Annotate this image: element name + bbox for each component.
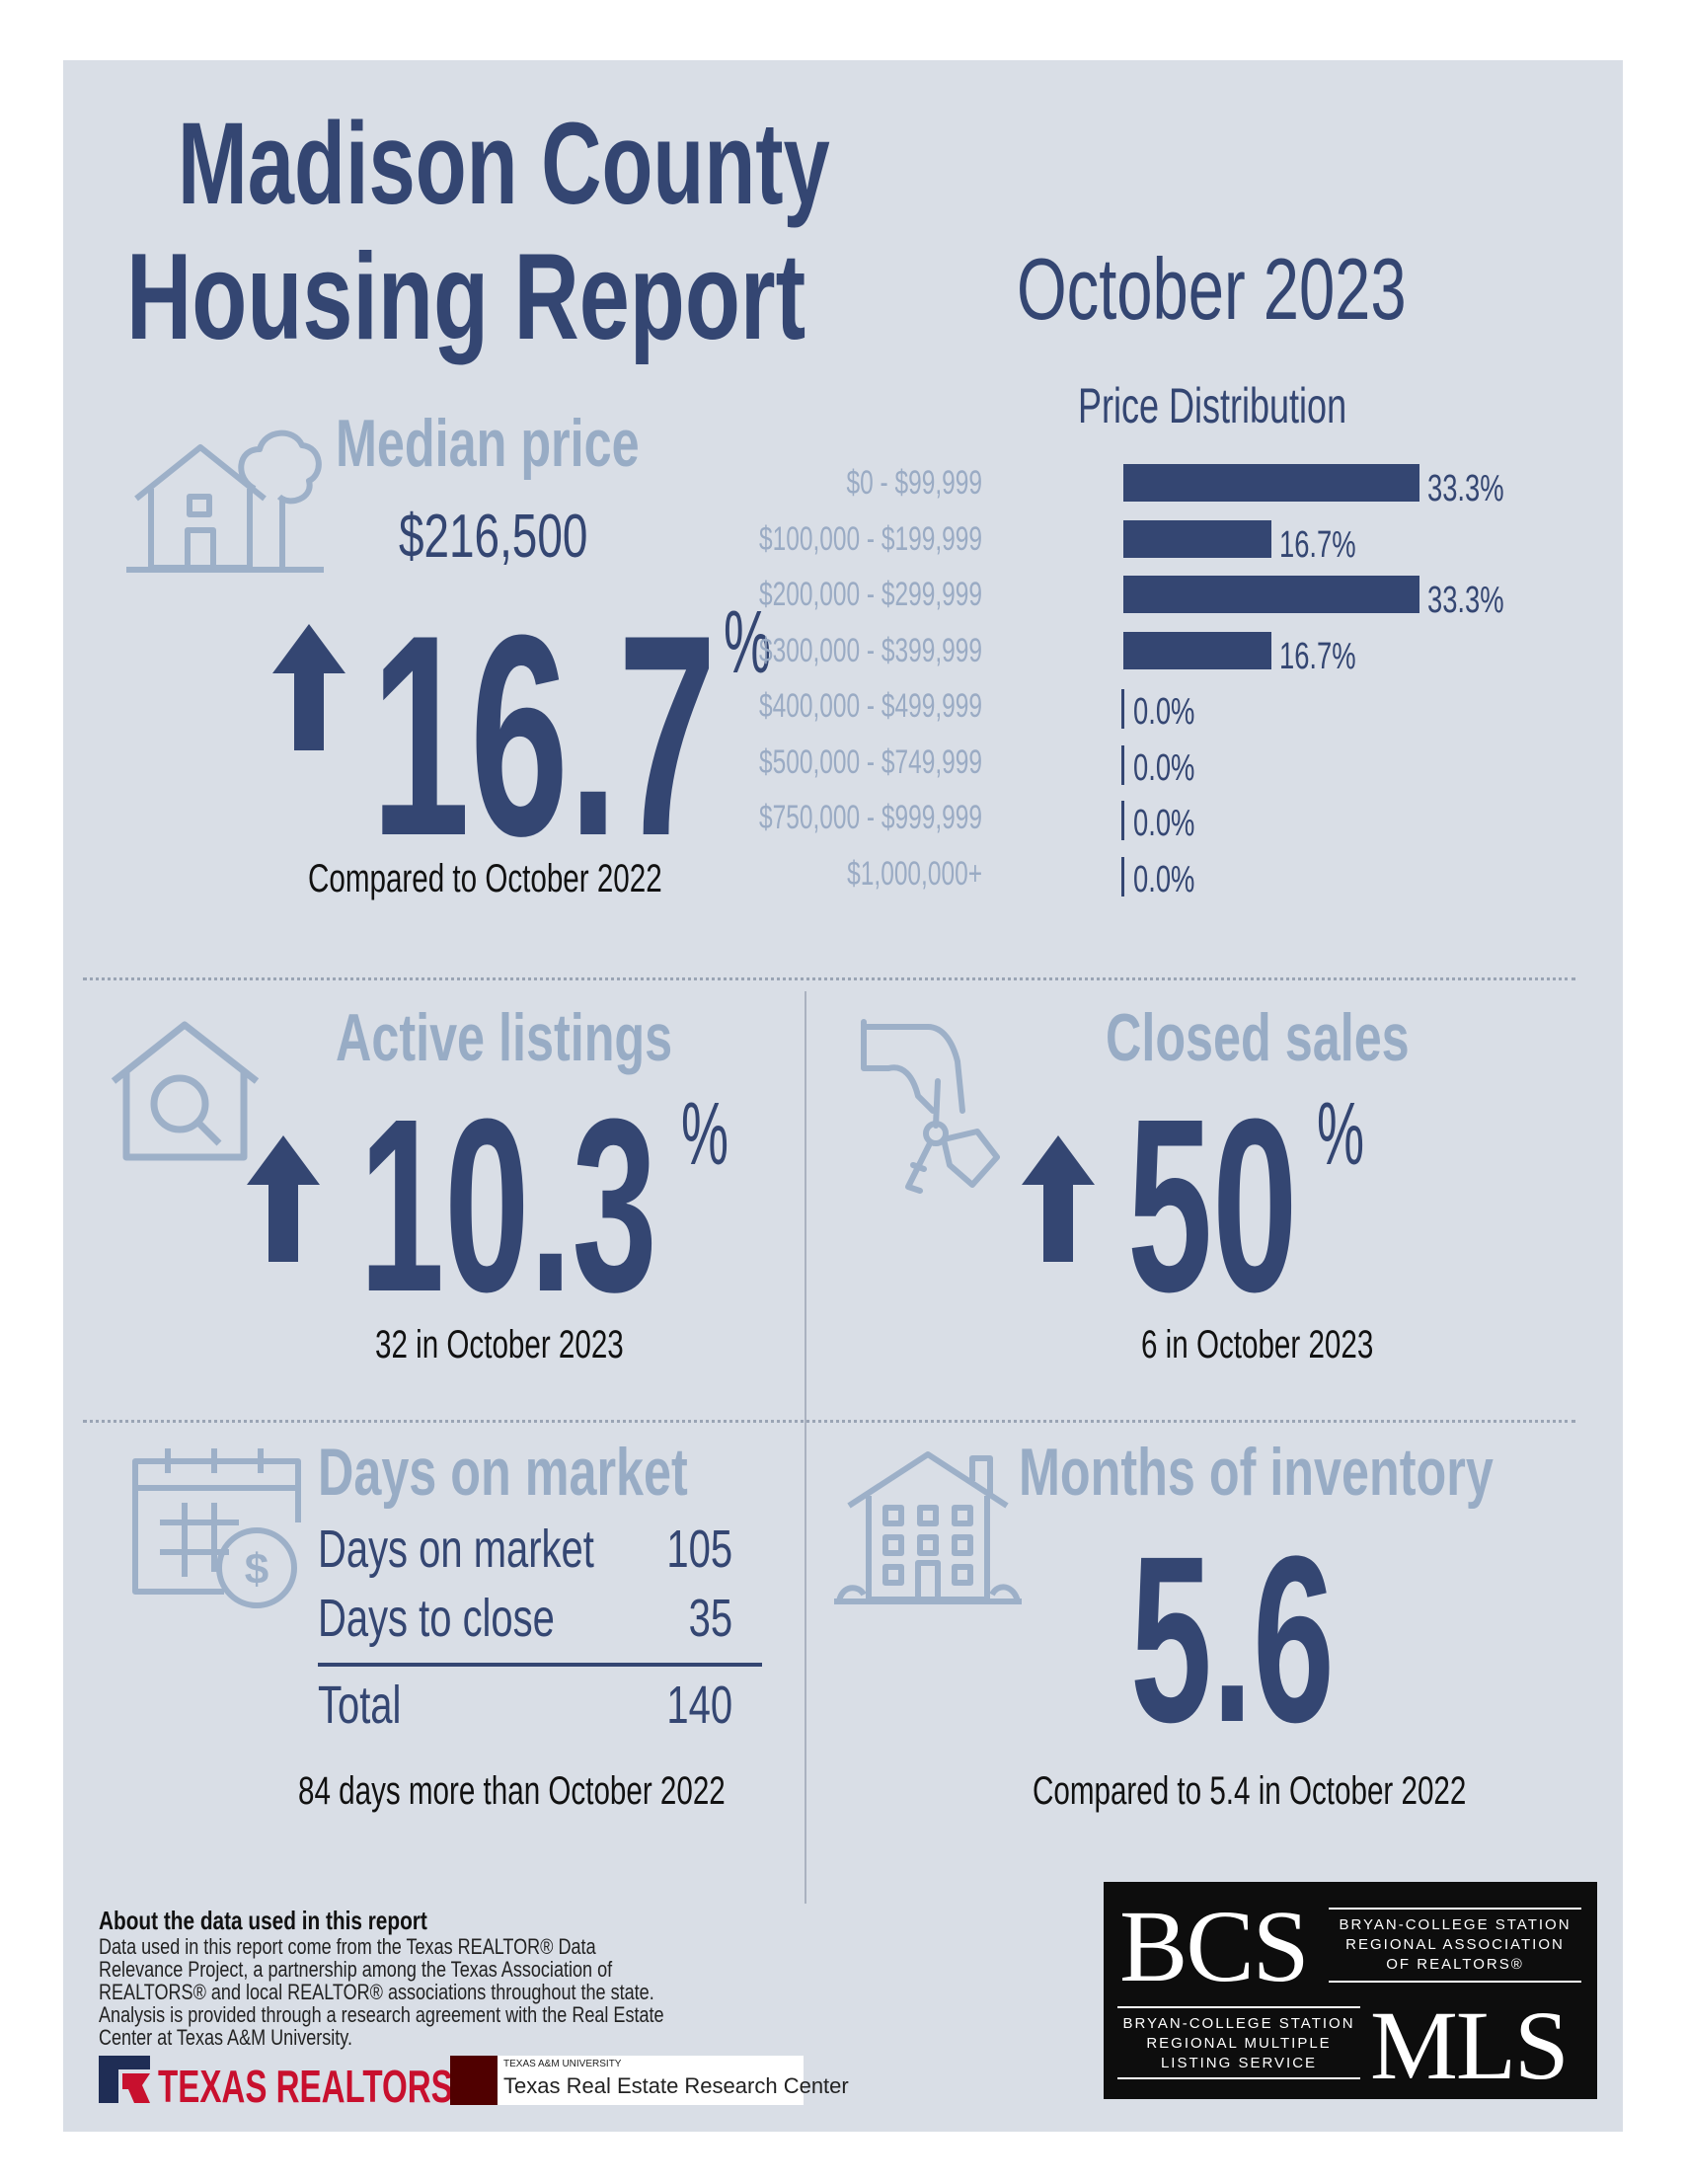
days-on-market-heading: Days on market xyxy=(318,1435,688,1510)
price-bar-row: $0 - $99,999 33.3% xyxy=(847,464,1520,509)
price-bar xyxy=(1123,576,1419,613)
tamu-text: TEXAS A&M UNIVERSITY xyxy=(503,2059,622,2069)
mls-rule xyxy=(1117,2077,1360,2079)
price-bar-value: 16.7% xyxy=(1279,635,1356,677)
price-bar-value: 0.0% xyxy=(1133,691,1195,733)
price-bar-row: $400,000 - $499,999 0.0% xyxy=(759,687,1520,733)
price-bar-label: $200,000 - $299,999 xyxy=(759,576,982,613)
hand-keys-icon xyxy=(861,1019,1000,1194)
closed-sales-heading: Closed sales xyxy=(1106,1000,1410,1075)
dom-row-label: Days on market xyxy=(318,1520,594,1579)
dom-row-label: Days to close xyxy=(318,1589,555,1648)
active-listings-note: 32 in October 2023 xyxy=(375,1323,624,1366)
svg-text:$: $ xyxy=(245,1545,268,1594)
price-bar-row: $200,000 - $299,999 33.3% xyxy=(759,576,1520,621)
divider-middle xyxy=(83,1420,1575,1423)
texas-realtors-mark-icon xyxy=(99,2056,150,2103)
total-rule xyxy=(318,1663,762,1667)
texas-realtors-text: TEXAS REALTORS xyxy=(158,2061,453,2112)
bcs-association-text: BRYAN-COLLEGE STATION REGIONAL ASSOCIATI… xyxy=(1339,1916,1572,1973)
report-title: Housing Report xyxy=(126,229,806,365)
county-title: Madison County xyxy=(178,99,830,229)
house-tree-icon xyxy=(126,429,324,573)
price-bar-label: $1,000,000+ xyxy=(847,854,982,893)
calendar-dollar-icon: $ xyxy=(132,1448,301,1608)
about-text: Data used in this report come from the T… xyxy=(99,1934,664,2050)
active-listings-change: 10.3 xyxy=(359,1067,657,1343)
report-panel xyxy=(63,60,1623,2132)
price-bar-value: 16.7% xyxy=(1279,523,1356,566)
price-bar-value: 33.3% xyxy=(1427,468,1504,509)
price-distribution-title: Price Distribution xyxy=(1078,378,1347,433)
dom-row-value: 140 xyxy=(666,1676,732,1735)
dom-row-value: 35 xyxy=(688,1589,732,1648)
divider-top xyxy=(83,977,1575,980)
price-bar xyxy=(1121,856,1124,897)
mls-service-text: BRYAN-COLLEGE STATION REGIONAL MULTIPLE … xyxy=(1122,2015,1355,2071)
mls-rule xyxy=(1117,2006,1360,2008)
price-bar-label: $100,000 - $199,999 xyxy=(759,519,982,558)
median-change-value: 16.7 xyxy=(371,576,717,896)
days-on-market-note: 84 days more than October 2022 xyxy=(298,1769,726,1813)
about-heading: About the data used in this report xyxy=(99,1906,427,1935)
apartment-building-icon xyxy=(834,1451,1022,1604)
closed-sales-change: 50 xyxy=(1127,1067,1298,1343)
price-bar xyxy=(1121,744,1124,785)
bcs-wordmark: BCS xyxy=(1119,1890,1310,2003)
price-bar xyxy=(1123,631,1271,669)
median-compare-note: Compared to October 2022 xyxy=(308,857,662,900)
closed-sales-percent: % xyxy=(1317,1085,1365,1184)
price-bar-label: $500,000 - $749,999 xyxy=(759,742,982,781)
median-price-value: $216,500 xyxy=(399,503,588,571)
tamu-mark-icon xyxy=(450,2056,498,2105)
closed-sales-note: 6 in October 2023 xyxy=(1141,1323,1374,1366)
price-bar xyxy=(1123,519,1271,558)
bcs-mls-logo: BCS BRYAN-COLLEGE STATION REGIONAL ASSOC… xyxy=(1104,1882,1597,2099)
price-bar-label: $400,000 - $499,999 xyxy=(759,687,982,725)
price-bar xyxy=(1123,464,1419,502)
months-inventory-heading: Months of inventory xyxy=(1019,1435,1494,1510)
dom-row-label: Total xyxy=(318,1676,402,1735)
mls-wordmark: MLS xyxy=(1370,1990,1570,2100)
price-bar-value: 0.0% xyxy=(1133,746,1195,789)
up-arrow-icon xyxy=(1022,1135,1095,1262)
price-bar-label: $750,000 - $999,999 xyxy=(759,799,982,836)
median-change-percent: % xyxy=(724,593,772,692)
price-bar-row: $300,000 - $399,999 16.7% xyxy=(759,631,1520,677)
price-bar-label: $300,000 - $399,999 xyxy=(759,631,982,669)
up-arrow-icon xyxy=(247,1135,320,1262)
bcs-rule xyxy=(1329,1981,1581,1983)
active-listings-percent: % xyxy=(681,1085,729,1184)
price-bar-row: $100,000 - $199,999 16.7% xyxy=(759,519,1520,566)
months-inventory-note: Compared to 5.4 in October 2022 xyxy=(1033,1769,1467,1813)
months-inventory-value: 5.6 xyxy=(1130,1507,1335,1771)
price-bar xyxy=(1121,801,1124,840)
trerc-logo: TEXAS A&M UNIVERSITY Texas Real Estate R… xyxy=(450,2056,849,2105)
price-bar-value: 33.3% xyxy=(1427,580,1504,621)
trerc-text: Texas Real Estate Research Center xyxy=(503,2073,849,2098)
price-bar-label: $0 - $99,999 xyxy=(846,464,982,502)
price-bar-row: $1,000,000+ 0.0% xyxy=(847,855,1520,900)
active-listings-heading: Active listings xyxy=(336,1000,673,1075)
price-bar-value: 0.0% xyxy=(1133,858,1195,900)
up-arrow-icon xyxy=(272,624,345,750)
price-bar-value: 0.0% xyxy=(1133,803,1195,844)
report-month: October 2023 xyxy=(1017,240,1407,338)
bcs-rule xyxy=(1329,1908,1581,1910)
price-bar-row: $750,000 - $999,999 0.0% xyxy=(759,799,1520,844)
median-price-heading: Median price xyxy=(336,406,640,481)
dom-row-value: 105 xyxy=(666,1520,732,1579)
divider-vertical xyxy=(805,991,806,1904)
price-bar xyxy=(1121,689,1124,729)
price-bar-row: $500,000 - $749,999 0.0% xyxy=(759,743,1520,789)
house-search-icon xyxy=(111,1021,260,1161)
